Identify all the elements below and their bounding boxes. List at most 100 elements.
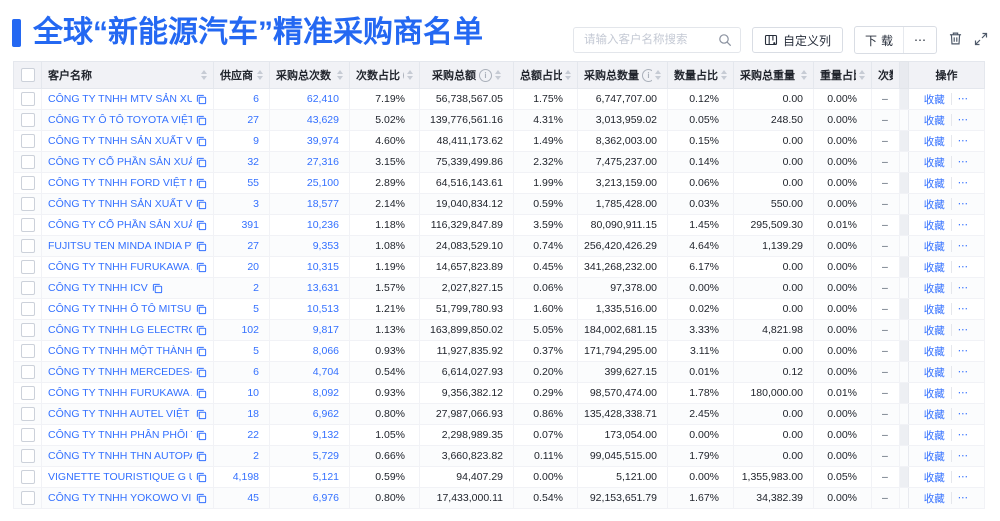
row-more-button[interactable]: ⋯ [950, 492, 970, 504]
scrollbar-track[interactable] [899, 340, 909, 362]
favorite-button[interactable]: 收藏 [923, 135, 945, 148]
row-checkbox[interactable] [20, 344, 35, 358]
row-select-cell[interactable] [13, 193, 42, 215]
row-more-button[interactable]: ⋯ [950, 471, 970, 483]
customer-name-link[interactable]: CÔNG TY CỔ PHẦN SẢN XUẤT... [48, 219, 192, 231]
column-header-total_qty[interactable]: 采购总数量 [577, 61, 668, 89]
row-checkbox[interactable] [20, 470, 35, 484]
column-header-trend[interactable]: 次数趋势 [871, 61, 900, 89]
customer-name-link[interactable]: CÔNG TY TNHH AUTEL VIỆT N... [48, 408, 192, 420]
search-input[interactable] [581, 33, 712, 47]
copy-icon[interactable] [196, 409, 207, 420]
download-button[interactable]: 下载 [855, 27, 903, 53]
copy-icon[interactable] [196, 178, 207, 189]
scrollbar-track[interactable] [899, 214, 909, 236]
row-more-button[interactable]: ⋯ [950, 282, 970, 294]
row-more-button[interactable]: ⋯ [950, 114, 970, 126]
customer-name-link[interactable]: CÔNG TY TNHH MTV SẢN XUẤ... [48, 93, 192, 105]
copy-icon[interactable] [196, 241, 207, 252]
scrollbar-track[interactable] [899, 88, 909, 110]
row-select-cell[interactable] [13, 214, 42, 236]
row-more-button[interactable]: ⋯ [950, 240, 970, 252]
row-select-cell[interactable] [13, 130, 42, 152]
favorite-button[interactable]: 收藏 [923, 471, 945, 484]
scrollbar-track[interactable] [899, 445, 909, 467]
scrollbar-track[interactable] [899, 487, 909, 509]
select-all-checkbox[interactable] [20, 68, 35, 82]
row-more-button[interactable]: ⋯ [950, 198, 970, 210]
row-select-cell[interactable] [13, 256, 42, 278]
scrollbar-track[interactable] [899, 466, 909, 488]
row-select-cell[interactable] [13, 235, 42, 257]
row-more-button[interactable]: ⋯ [950, 387, 970, 399]
row-checkbox[interactable] [20, 302, 35, 316]
copy-icon[interactable] [196, 199, 207, 210]
copy-icon[interactable] [196, 472, 207, 483]
favorite-button[interactable]: 收藏 [923, 177, 945, 190]
search-box[interactable] [572, 27, 741, 53]
search-icon[interactable] [718, 33, 732, 47]
row-checkbox[interactable] [20, 323, 35, 337]
row-more-button[interactable]: ⋯ [950, 219, 970, 231]
row-select-cell[interactable] [13, 109, 42, 131]
scrollbar-track[interactable] [899, 109, 909, 131]
row-more-button[interactable]: ⋯ [950, 429, 970, 441]
row-checkbox[interactable] [20, 134, 35, 148]
row-more-button[interactable]: ⋯ [950, 345, 970, 357]
customer-name-link[interactable]: CÔNG TY TNHH FURUKAWA A... [48, 261, 192, 273]
scrollbar-track[interactable] [899, 403, 909, 425]
customer-name-link[interactable]: CÔNG TY TNHH MERCEDES-B... [48, 366, 192, 378]
copy-icon[interactable] [196, 220, 207, 231]
row-more-button[interactable]: ⋯ [950, 450, 970, 462]
row-select-cell[interactable] [13, 424, 42, 446]
row-more-button[interactable]: ⋯ [950, 366, 970, 378]
customer-name-link[interactable]: CÔNG TY Ô TÔ TOYOTA VIỆT ... [48, 114, 192, 126]
row-more-button[interactable]: ⋯ [950, 156, 970, 168]
row-checkbox[interactable] [20, 449, 35, 463]
copy-icon[interactable] [196, 367, 207, 378]
customer-name-link[interactable]: CÔNG TY TNHH Ô TÔ MITSUBI... [48, 303, 192, 315]
row-select-cell[interactable] [13, 319, 42, 341]
scrollbar-track[interactable] [899, 172, 909, 194]
toolbar-more-button[interactable]: ⋯ [903, 27, 936, 53]
column-header-total_weight[interactable]: 采购总重量 [733, 61, 814, 89]
row-checkbox[interactable] [20, 218, 35, 232]
favorite-button[interactable]: 收藏 [923, 429, 945, 442]
customer-name-link[interactable]: FUJITSU TEN MINDA INDIA PVT... [48, 240, 192, 252]
row-more-button[interactable]: ⋯ [950, 177, 970, 189]
row-checkbox[interactable] [20, 428, 35, 442]
customer-name-link[interactable]: CÔNG TY CỔ PHẦN SẢN XUẤT... [48, 156, 192, 168]
column-header-total_count[interactable]: 采购总次数 [269, 61, 350, 89]
scrollbar-track[interactable] [899, 298, 909, 320]
row-checkbox[interactable] [20, 113, 35, 127]
favorite-button[interactable]: 收藏 [923, 282, 945, 295]
row-select-cell[interactable] [13, 172, 42, 194]
favorite-button[interactable]: 收藏 [923, 303, 945, 316]
column-header-qty_pct[interactable]: 数量占比 [667, 61, 734, 89]
column-header-count_pct[interactable]: 次数占比 [349, 61, 420, 89]
copy-icon[interactable] [196, 94, 207, 105]
favorite-button[interactable]: 收藏 [923, 450, 945, 463]
customer-name-link[interactable]: CÔNG TY TNHH LG ELECTRON... [48, 324, 192, 336]
row-select-cell[interactable] [13, 340, 42, 362]
delete-button[interactable] [948, 31, 963, 49]
row-select-cell[interactable] [13, 382, 42, 404]
row-more-button[interactable]: ⋯ [950, 303, 970, 315]
column-header-total_amount[interactable]: 采购总额 [419, 61, 514, 89]
row-select-cell[interactable] [13, 403, 42, 425]
row-checkbox[interactable] [20, 281, 35, 295]
customer-name-link[interactable]: CÔNG TY TNHH MỘT THÀNH V... [48, 345, 192, 357]
customer-name-link[interactable]: CÔNG TY TNHH THN AUTOPAR... [48, 450, 192, 462]
copy-icon[interactable] [196, 157, 207, 168]
row-select-cell[interactable] [13, 445, 42, 467]
row-select-cell[interactable] [13, 151, 42, 173]
scrollbar-track[interactable] [899, 151, 909, 173]
row-checkbox[interactable] [20, 491, 35, 505]
customize-columns-button[interactable]: 自定义列 [751, 27, 843, 53]
row-checkbox[interactable] [20, 197, 35, 211]
row-checkbox[interactable] [20, 386, 35, 400]
row-select-cell[interactable] [13, 88, 42, 110]
favorite-button[interactable]: 收藏 [923, 93, 945, 106]
select-all-cell[interactable] [13, 61, 42, 89]
row-checkbox[interactable] [20, 155, 35, 169]
